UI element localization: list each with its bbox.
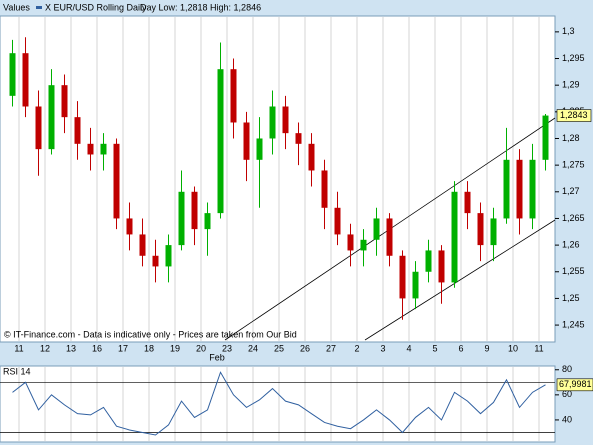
candle-body	[464, 191, 471, 214]
candle-body	[529, 159, 536, 219]
x-tick-label: 20	[196, 343, 206, 353]
x-tick-label: 16	[92, 343, 102, 353]
price-panel	[0, 15, 556, 343]
candle-body	[191, 191, 198, 230]
candle-body	[256, 138, 263, 160]
x-tick-label: 9	[484, 343, 489, 353]
x-tick-label: 13	[66, 343, 76, 353]
candle-body	[334, 207, 341, 235]
candle-body	[35, 106, 42, 150]
candle-body	[126, 218, 133, 235]
y-tick-label: 1,245	[562, 319, 585, 329]
rsi-tick-label: 60	[562, 389, 572, 399]
candle-body	[9, 53, 16, 96]
candle-body	[100, 143, 107, 155]
y-tick-label: 1,295	[562, 53, 585, 63]
candle-body	[477, 213, 484, 246]
candle-body	[425, 250, 432, 272]
y-tick-label: 1,255	[562, 266, 585, 276]
trend-line	[364, 219, 556, 341]
x-tick-label: 12	[40, 343, 50, 353]
y-tick-label: 1,28	[562, 133, 580, 143]
x-tick-label: 18	[144, 343, 154, 353]
candle-body	[74, 117, 81, 144]
x-tick-label: 11	[14, 343, 23, 353]
candle-body	[87, 143, 94, 155]
candle-body	[61, 85, 68, 118]
x-tick-label: 5	[432, 343, 437, 353]
x-tick-label: 11	[534, 343, 543, 353]
candle-body	[308, 143, 315, 171]
candle-body	[399, 255, 406, 299]
y-tick-label: 1,265	[562, 213, 585, 223]
candle-body	[295, 133, 302, 144]
grid	[18, 17, 540, 441]
legend-title: Values	[3, 2, 30, 12]
candle-body	[373, 218, 380, 240]
x-tick-label: 27	[326, 343, 336, 353]
candle-body	[22, 53, 29, 107]
y-tick-label: 1,3	[562, 26, 575, 36]
candle-body	[113, 143, 120, 219]
month-label: Feb	[209, 352, 225, 362]
candle-body	[412, 271, 419, 299]
rsi-line	[12, 371, 546, 436]
last-price-label: 1,2843	[560, 110, 588, 120]
y-tick-label: 1,27	[562, 186, 580, 196]
chart-subtitle: Day Low: 1,2818 High: 1,2846	[140, 2, 261, 12]
candle-body	[269, 106, 276, 139]
x-tick-label: 17	[118, 343, 128, 353]
candle-body	[386, 218, 393, 256]
candle-body	[230, 69, 237, 123]
candle-body	[321, 170, 328, 208]
candle-body	[217, 69, 224, 214]
rsi-last-box	[556, 378, 593, 392]
y-tick-label: 1,25	[562, 293, 580, 303]
y-tick-label: 1,275	[562, 160, 585, 170]
x-tick-label: 3	[380, 343, 385, 353]
chart-title: X EUR/USD Rolling Daily	[45, 2, 147, 12]
x-tick-label: 26	[300, 343, 310, 353]
x-tick-label: 6	[458, 343, 463, 353]
footer: © IT-Finance.com - Data is indicative on…	[4, 329, 297, 339]
y-tick-label: 1,29	[562, 80, 580, 90]
candle-body	[243, 122, 250, 160]
candle-body	[503, 159, 510, 219]
x-tick-label: 4	[406, 343, 411, 353]
rsi-title: RSI 14	[3, 366, 31, 376]
y-tick-label: 1,26	[562, 239, 580, 249]
candle-body	[542, 115, 549, 160]
candle-body	[178, 191, 185, 246]
rsi-panel	[0, 365, 556, 443]
x-tick-label: 10	[508, 343, 518, 353]
last-price-box	[556, 109, 592, 122]
candle-body	[282, 106, 289, 134]
candle-body	[165, 245, 172, 267]
candle-body	[204, 213, 211, 230]
candle-body	[516, 159, 523, 219]
candle-body	[48, 85, 55, 150]
legend-swatch	[36, 6, 42, 9]
candle-body	[490, 218, 497, 246]
x-tick-label: 23	[222, 343, 232, 353]
candle-body	[438, 250, 445, 283]
x-tick-label: 25	[274, 343, 284, 353]
candle-body	[360, 239, 367, 251]
candle-body	[347, 234, 354, 251]
rsi-tick-label: 40	[562, 414, 572, 424]
candle-body	[152, 255, 159, 267]
x-tick-label: 24	[248, 343, 258, 353]
rsi-tick-label: 80	[562, 364, 572, 374]
x-tick-label: 19	[170, 343, 180, 353]
rsi-last-label: 67,9981	[559, 379, 592, 389]
candle-body	[451, 191, 458, 283]
candle-body	[139, 234, 146, 256]
x-tick-label: 2	[354, 343, 359, 353]
